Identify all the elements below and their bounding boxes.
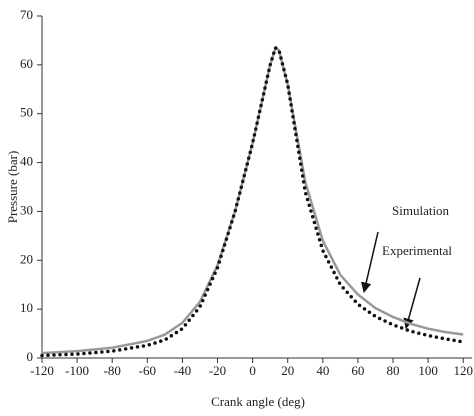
series-line [40, 44, 465, 358]
x-tick-label: 100 [418, 363, 438, 378]
y-tick-label: 40 [20, 154, 33, 169]
y-tick-label: 70 [20, 7, 33, 22]
x-tick-label: 0 [249, 363, 256, 378]
x-tick-label: 80 [387, 363, 400, 378]
annotation-arrow [361, 231, 379, 294]
y-tick-label: 10 [20, 300, 33, 315]
x-tick-label: 40 [316, 363, 329, 378]
y-axis-title: Pressure (bar) [5, 151, 20, 224]
annotation: Experimental [382, 243, 452, 258]
y-tick-label: 0 [27, 349, 34, 364]
x-tick-label: -60 [139, 363, 156, 378]
y-tick-label: 20 [20, 251, 33, 266]
x-tick-label: -100 [65, 363, 89, 378]
x-tick-label: -20 [209, 363, 226, 378]
y-tick-label: 60 [20, 56, 33, 71]
x-axis-title: Crank angle (deg) [211, 394, 305, 409]
y-tick-label: 50 [20, 105, 33, 120]
annotation-arrow [403, 277, 421, 330]
x-tick-label: -40 [174, 363, 191, 378]
y-tick-label: 30 [20, 202, 33, 217]
annotation: Simulation [392, 203, 450, 218]
x-tick-label: 20 [281, 363, 294, 378]
x-tick-label: 120 [453, 363, 473, 378]
x-tick-label: 60 [351, 363, 364, 378]
series-line [41, 46, 464, 355]
x-tick-label: -80 [104, 363, 121, 378]
x-tick-label: -120 [30, 363, 54, 378]
